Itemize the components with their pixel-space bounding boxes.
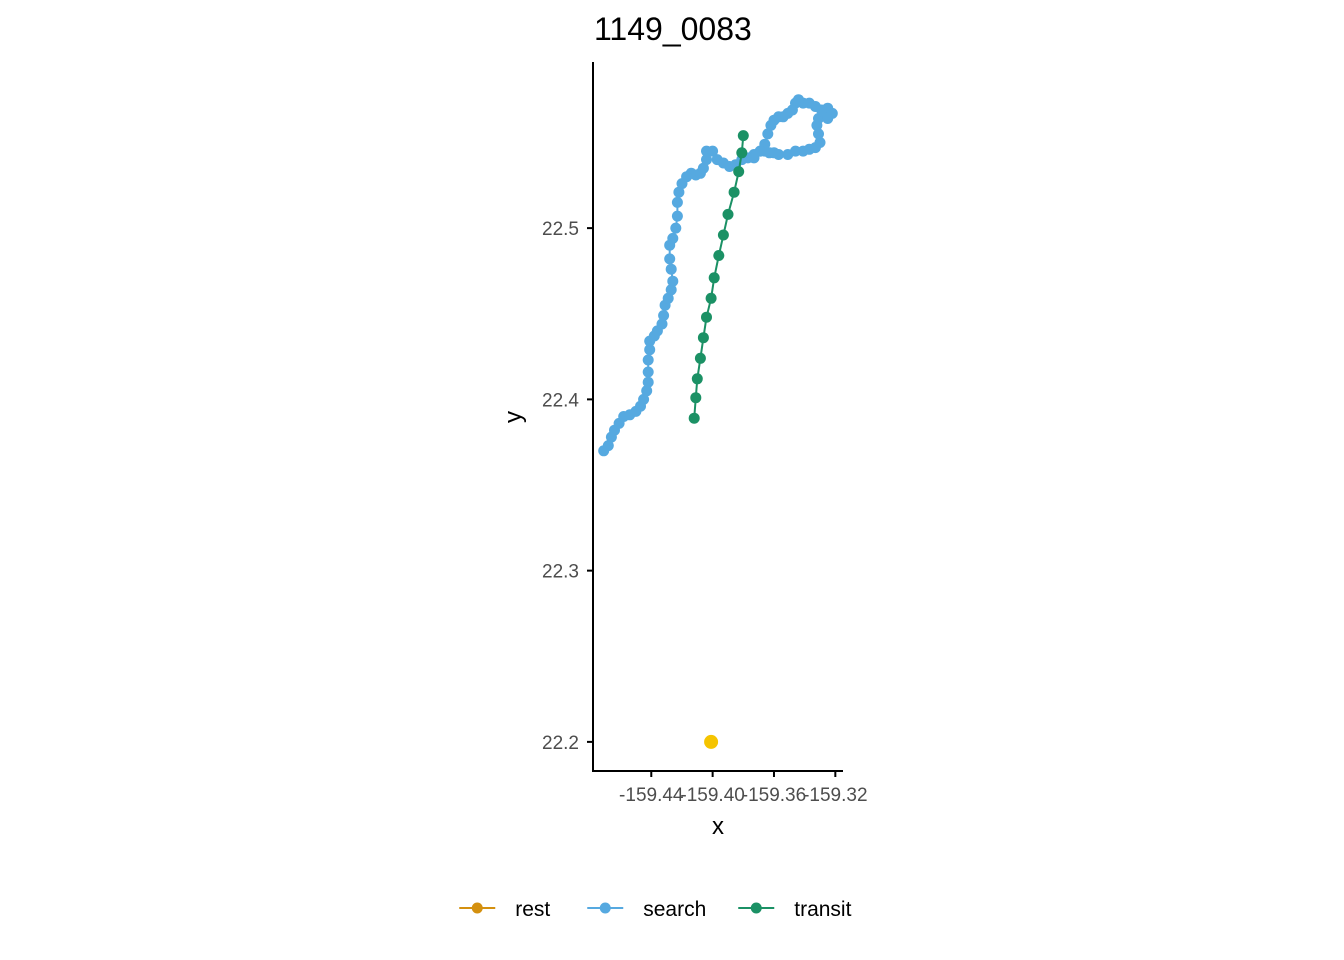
legend-label: rest [515, 898, 550, 921]
x-axis-title: x [712, 813, 724, 840]
axes [592, 62, 843, 772]
data-point [765, 119, 777, 131]
x-tick-label: -159.32 [803, 785, 867, 806]
x-tick-label: -159.36 [742, 785, 806, 806]
legend-key-point [471, 902, 483, 914]
data-point [717, 229, 729, 241]
x-tick-label: -159.44 [619, 785, 684, 806]
data-point [814, 137, 826, 148]
data-point [673, 186, 685, 198]
y-tick-label: 22.3 [542, 562, 579, 583]
data-point [762, 128, 774, 140]
data-point [722, 208, 734, 220]
chart-title: 1149_0083 [594, 11, 752, 47]
data-point [644, 344, 656, 356]
data-point [690, 392, 702, 404]
data-point [708, 272, 720, 284]
data-point [694, 352, 706, 364]
legend-label: transit [794, 898, 851, 921]
data-point [733, 166, 745, 178]
data-point [697, 332, 709, 344]
data-point [705, 292, 717, 304]
legend-item-search: search [587, 898, 706, 921]
data-point [671, 210, 683, 222]
legend-key-point [599, 902, 611, 914]
y-axis-title: y [500, 411, 527, 423]
data-point [728, 186, 740, 198]
y-ticks: 22.2 22.3 22.4 22.5 [542, 219, 593, 754]
legend-item-rest: rest [459, 898, 550, 921]
data-point [642, 366, 654, 378]
data-point [662, 292, 674, 304]
data-point [638, 393, 650, 405]
data-point [737, 130, 749, 142]
data-point [822, 113, 834, 124]
data-point [691, 373, 703, 385]
plot-area [598, 94, 838, 749]
data-point [665, 284, 677, 296]
data-point [790, 145, 801, 157]
data-point [641, 385, 653, 397]
data-point [773, 149, 785, 160]
y-tick-label: 22.2 [542, 733, 579, 754]
data-point [707, 145, 719, 157]
data-point [656, 318, 668, 330]
data-point [813, 128, 824, 140]
data-point [748, 152, 760, 164]
data-point [667, 275, 679, 287]
series-transit [688, 130, 749, 424]
data-point [642, 354, 654, 366]
data-point [667, 232, 679, 244]
data-point [701, 311, 712, 323]
data-point [671, 196, 683, 208]
series-unlabeled-3 [704, 734, 719, 749]
data-point [642, 376, 654, 388]
data-point [658, 310, 670, 321]
x-ticks: -159.44-159.40-159.36-159.32 [619, 771, 868, 806]
data-point [736, 147, 748, 159]
data-point [713, 250, 725, 261]
data-point [664, 253, 676, 265]
data-point [688, 412, 700, 424]
data-point [670, 222, 682, 234]
legend-item-transit: transit [738, 898, 852, 921]
data-point [602, 440, 614, 452]
legend-label: search [643, 898, 706, 921]
y-tick-label: 22.5 [542, 219, 579, 240]
data-point [697, 162, 709, 174]
data-point [704, 734, 719, 749]
series-search [598, 94, 838, 457]
x-tick-label: -159.40 [680, 785, 744, 806]
data-point [665, 263, 677, 275]
legend: rest search transit [459, 898, 852, 921]
legend-key-point [750, 902, 762, 914]
data-point [701, 154, 712, 166]
y-tick-label: 22.4 [542, 390, 579, 411]
